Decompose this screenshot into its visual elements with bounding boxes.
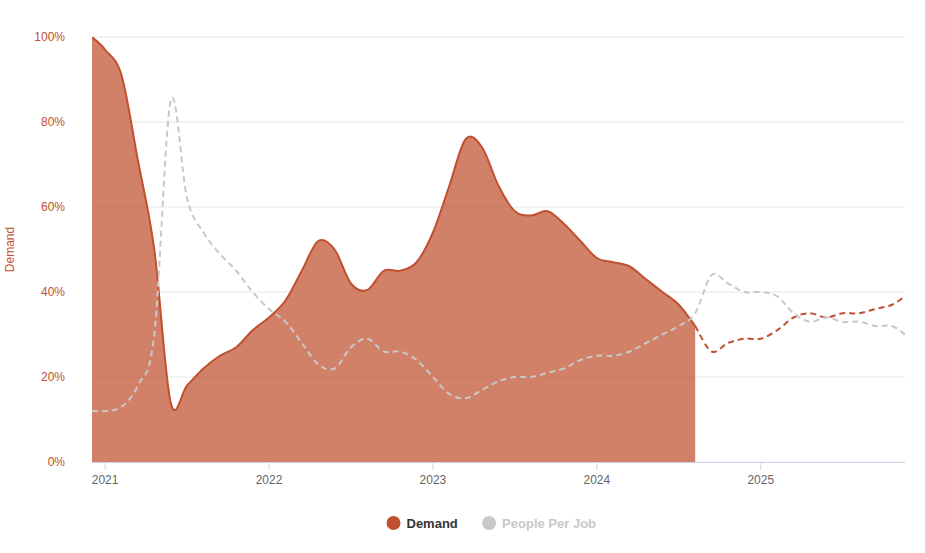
x-tick (760, 462, 761, 470)
x-tick (105, 462, 106, 470)
legend-label: People Per Job (502, 516, 596, 531)
x-tick-label: 2022 (256, 473, 283, 487)
legend-symbol (387, 516, 401, 530)
x-tick (432, 462, 433, 470)
grid-line (92, 37, 905, 38)
y-tick-label: 60% (41, 200, 65, 214)
y-tick-label: 100% (34, 30, 65, 44)
series-line (92, 97, 905, 411)
chart-container: 0% 20% 40% 60% 80% 100% 2021 2022 2023 2024 2025 De… (0, 0, 925, 553)
y-tick-label: 20% (41, 370, 65, 384)
x-tick-label: 2025 (747, 473, 774, 487)
grid-line (92, 122, 905, 123)
legend-label: Demand (407, 516, 458, 531)
y-axis-title: Demand (3, 227, 17, 272)
x-tick (269, 462, 270, 470)
area-fill (92, 37, 695, 462)
y-tick-label: 0% (48, 455, 66, 469)
plot-area (92, 37, 905, 462)
y-tick-label: 40% (41, 285, 65, 299)
x-tick-label: 2023 (420, 473, 447, 487)
x-tick (596, 462, 597, 470)
area-line (92, 37, 695, 410)
legend: Demand People Per Job (387, 516, 597, 531)
y-tick-label: 80% (41, 115, 65, 129)
x-tick-label: 2021 (92, 473, 119, 487)
x-tick-label: 2024 (583, 473, 610, 487)
grid (92, 37, 905, 462)
x-axis-line (92, 462, 905, 463)
chart-svg: 0% 20% 40% 60% 80% 100% 2021 2022 2023 2024 2025 De… (0, 0, 925, 553)
series-line (695, 296, 905, 352)
legend-symbol (482, 516, 496, 530)
